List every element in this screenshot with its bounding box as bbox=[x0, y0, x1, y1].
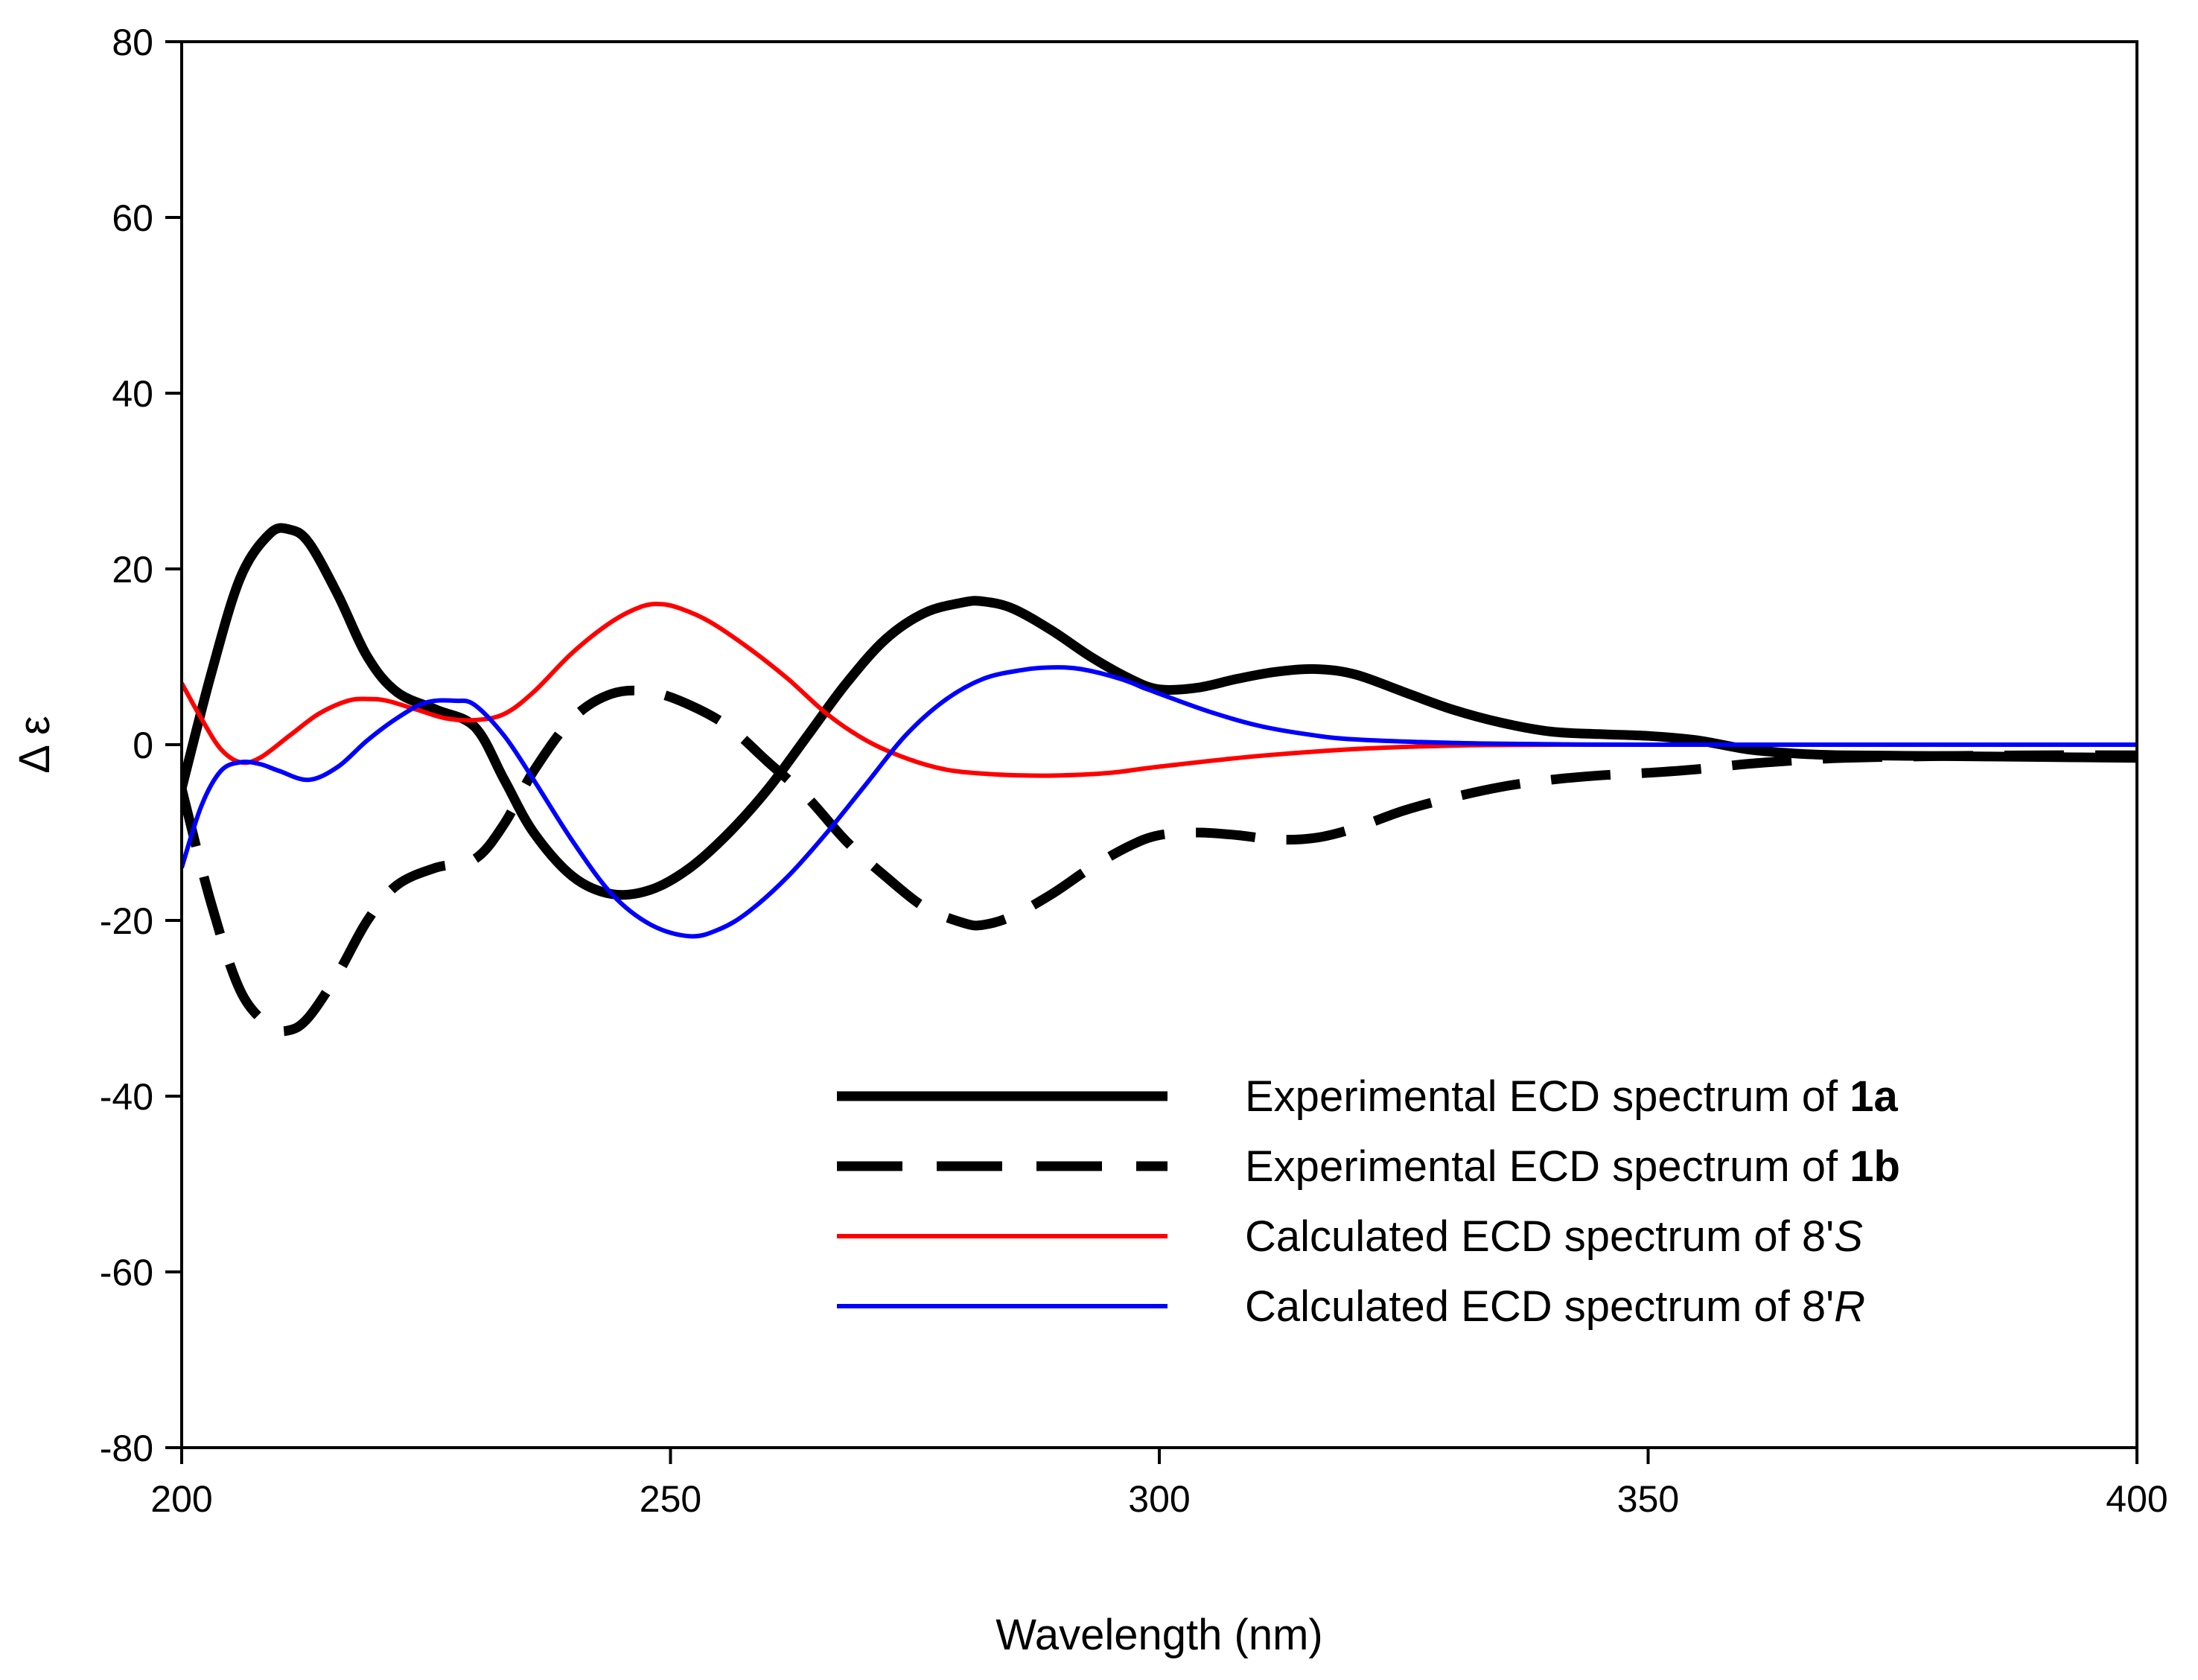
legend-label-4: Calculated ECD spectrum of 8'R bbox=[1245, 1282, 1865, 1331]
legend-label-2: Experimental ECD spectrum of 1b bbox=[1245, 1142, 1900, 1191]
y-tick-label: -20 bbox=[100, 900, 153, 942]
legend-label-emphasis: R bbox=[1834, 1282, 1865, 1331]
legend-label-emphasis: 1a bbox=[1850, 1072, 1898, 1121]
x-tick-label: 300 bbox=[1128, 1478, 1190, 1520]
x-tick-label: 350 bbox=[1617, 1478, 1679, 1520]
x-tick-label: 400 bbox=[2106, 1478, 2167, 1520]
x-tick-label: 250 bbox=[640, 1478, 701, 1520]
y-tick-label: 20 bbox=[112, 549, 153, 591]
series-layer bbox=[182, 523, 2137, 1037]
legend-label-text: Calculated ECD spectrum of 8' bbox=[1245, 1282, 1834, 1331]
legend-label-text: Experimental ECD spectrum of bbox=[1245, 1142, 1850, 1191]
legend-label-1: Experimental ECD spectrum of 1a bbox=[1245, 1072, 1899, 1121]
series-line-1 bbox=[182, 523, 2137, 900]
legend-label-3: Calculated ECD spectrum of 8'S bbox=[1245, 1212, 1863, 1261]
series-line-4 bbox=[182, 665, 2137, 939]
y-tick-label: 80 bbox=[112, 22, 153, 63]
y-tick-label: 60 bbox=[112, 197, 153, 239]
legend: Experimental ECD spectrum of 1aExperimen… bbox=[837, 1072, 1900, 1331]
y-tick-label: -40 bbox=[100, 1076, 153, 1118]
y-tick-label: 40 bbox=[112, 373, 153, 415]
x-axis-title: Wavelength (nm) bbox=[996, 1611, 1322, 1659]
legend-label-emphasis: S bbox=[1834, 1212, 1863, 1261]
legend-label-text: Experimental ECD spectrum of bbox=[1245, 1072, 1850, 1121]
y-tick-label: -60 bbox=[100, 1252, 153, 1294]
x-tick-label: 200 bbox=[150, 1478, 212, 1520]
series-line-3 bbox=[182, 602, 2137, 778]
y-tick-label: 0 bbox=[133, 725, 153, 766]
series-line-2 bbox=[182, 685, 2137, 1037]
y-axis-title: Δ ε bbox=[10, 716, 59, 774]
y-tick-label: -80 bbox=[100, 1428, 153, 1469]
legend-label-text: Calculated ECD spectrum of 8' bbox=[1245, 1212, 1834, 1261]
legend-label-emphasis: 1b bbox=[1850, 1142, 1900, 1191]
